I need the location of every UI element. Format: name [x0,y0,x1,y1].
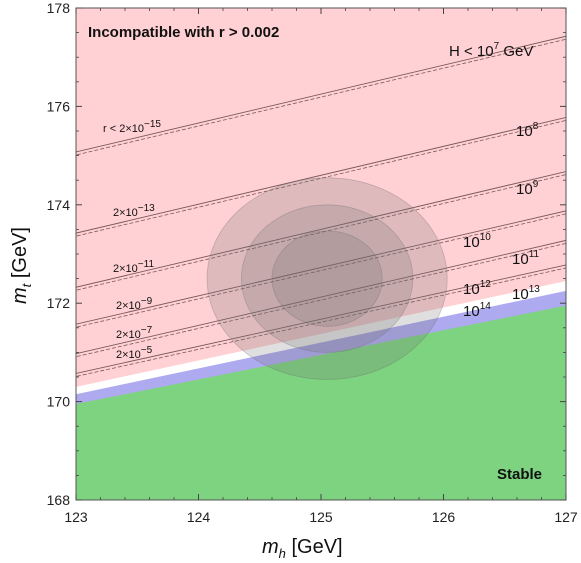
label-h-1e7: H < 107 GeV [449,41,533,60]
bound-line-solid-3 [76,210,566,325]
bound-line-solid-5 [76,264,566,374]
bound-line-dashed-0 [76,38,566,156]
x-tick-label-3: 126 [432,509,456,525]
label-r-2e-7: 2×10−7 [116,325,153,341]
stable-region [76,305,566,500]
y-tick-label-1: 170 [47,394,71,410]
tension-bound-lines [76,35,566,377]
label-r-2e-15: r < 2×10−15 [103,119,161,135]
confidence-ellipses [206,177,448,380]
bound-line-solid-4 [76,239,566,355]
bound-line-dashed-1 [76,120,566,237]
bound-line-dashed-2 [76,174,566,291]
label-r-2e-9: 2×10−9 [116,296,153,312]
x-tick-label-0: 123 [64,509,88,525]
y-tick-label-4: 176 [47,98,71,114]
label-h-1e14: 1014 [463,301,491,320]
label-h-1e10: 1010 [463,232,491,251]
confidence-ellipse-1 [206,177,448,380]
bound-line-dashed-4 [76,242,566,358]
x-tick-label-1: 124 [187,509,211,525]
bound-line-solid-2 [76,171,566,288]
x-tick-label-2: 125 [309,509,333,525]
x-axis-label: mh [GeV] [262,536,343,561]
confidence-ellipse-3 [271,230,383,327]
y-tick-label-5: 178 [47,0,71,16]
bound-line-solid-0 [76,35,566,153]
label-h-1e11: 1011 [512,249,540,268]
label-h-1e12: 1012 [463,279,491,298]
axis-ticks: 123 124 125 126 127 168 170 172 174 176 178 [47,0,578,525]
y-tick-label-0: 168 [47,492,71,508]
bound-line-dashed-5 [76,267,566,377]
x-tick-label-4: 127 [554,509,578,525]
y-tick-label-3: 174 [47,197,71,213]
annotation-incompatible: Incompatible with r > 0.002 [88,24,279,41]
label-r-2e-13: 2×10−13 [113,203,155,219]
y-tick-label-2: 172 [47,295,71,311]
confidence-ellipse-2 [240,204,414,353]
label-h-1e13: 1013 [512,284,540,303]
label-r-2e-5: 2×10−5 [116,345,153,361]
y-axis-label: mt [GeV] [9,227,34,304]
bound-line-solid-1 [76,116,566,234]
bound-line-dashed-3 [76,213,566,328]
label-h-1e8: 108 [516,121,539,140]
label-h-1e9: 109 [516,179,539,198]
label-r-2e-11: 2×10−11 [113,259,154,275]
annotation-stable: Stable [497,466,542,483]
